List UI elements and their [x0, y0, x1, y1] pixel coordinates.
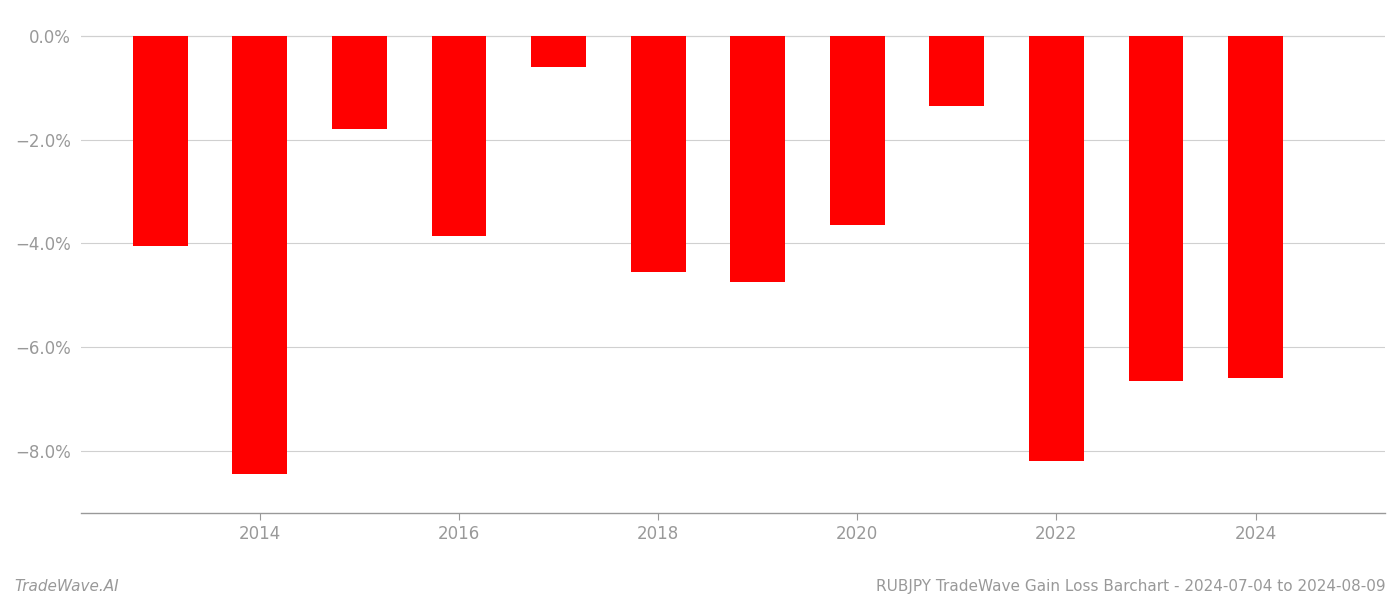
Bar [531, 36, 587, 67]
Bar [431, 36, 486, 236]
Bar [332, 36, 386, 129]
Bar [930, 36, 984, 106]
Bar [1128, 36, 1183, 381]
Bar [1029, 36, 1084, 461]
Bar [731, 36, 785, 282]
Text: TradeWave.AI: TradeWave.AI [14, 579, 119, 594]
Bar [830, 36, 885, 225]
Text: RUBJPY TradeWave Gain Loss Barchart - 2024-07-04 to 2024-08-09: RUBJPY TradeWave Gain Loss Barchart - 20… [876, 579, 1386, 594]
Bar [1228, 36, 1282, 378]
Bar [133, 36, 188, 246]
Bar [232, 36, 287, 474]
Bar [631, 36, 686, 272]
